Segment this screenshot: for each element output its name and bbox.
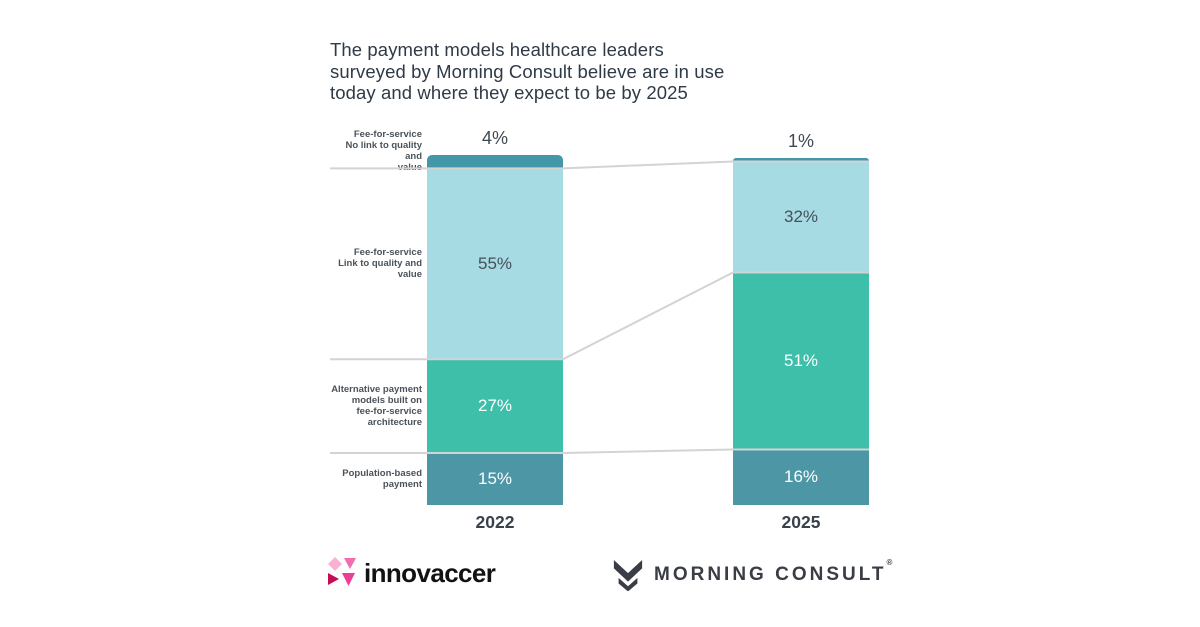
- category-label-line: payment: [382, 478, 422, 490]
- category-label-line: Alternative payment: [331, 384, 422, 396]
- x-axis-label-2025: 2025: [781, 512, 821, 532]
- bar-segment-value-label-2025-3: 51%: [783, 350, 819, 370]
- bar-segment-value-label-2022-4: 15%: [477, 468, 513, 488]
- category-label-line: architecture: [367, 417, 422, 429]
- x-axis-label-2022: 2022: [475, 512, 515, 532]
- bar-segment-2022-3: [427, 359, 563, 453]
- category-label-4: Population-based payment: [326, 468, 422, 490]
- bar-segment-2022-4: [427, 452, 563, 505]
- chart-title-line-1: The payment models healthcare leaders: [330, 39, 664, 60]
- bar-segment-value-label-2022-2: 55%: [477, 253, 513, 273]
- bar-segment-2025-1: [733, 158, 869, 162]
- chart-title-line-2: surveyed by Morning Consult believe are …: [330, 60, 725, 82]
- bar-segment-2022-1: [427, 154, 563, 169]
- bar-segment-2025-2: [733, 161, 869, 273]
- category-label-line: models built on: [351, 395, 422, 407]
- category-label-line: No link to quality and: [345, 140, 422, 163]
- category-label-line: value: [397, 162, 422, 174]
- bar-segment-2025-4: [733, 449, 869, 505]
- chart-title: The payment models healthcare leaders su…: [330, 39, 724, 104]
- category-label-1: Fee-for-service No link to quality and val…: [326, 129, 422, 173]
- bar-top-value-label-2022: 4%: [481, 127, 508, 148]
- category-label-line: Link to quality and: [338, 258, 422, 270]
- chart-title-line-3: today and where they expect to be by 202…: [330, 82, 688, 103]
- bar-segment-value-label-2022-3: 27%: [477, 396, 513, 416]
- category-label-line: Fee-for-service: [353, 247, 422, 259]
- bar-top-value-label-2025: 1%: [787, 131, 814, 151]
- bar-segment-value-label-2025-2: 32%: [783, 206, 819, 226]
- category-label-line: Fee-for-service: [353, 129, 422, 141]
- category-label-line: Population-based: [342, 467, 422, 479]
- category-label-line: fee-for-service: [356, 406, 422, 418]
- category-label-line: value: [397, 269, 422, 281]
- category-label-3: Alternative payment models built on fee-fo…: [326, 384, 422, 428]
- bar-segment-value-label-2025-4: 16%: [783, 467, 819, 487]
- category-label-2: Fee-for-service Link to quality and value: [326, 247, 422, 280]
